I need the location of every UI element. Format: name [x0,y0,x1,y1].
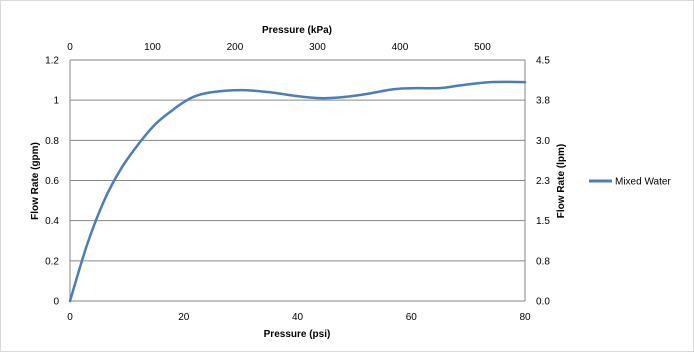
y-left-tick-label: 0.6 [45,176,59,187]
gridlines [70,59,525,262]
x-top-tick-label: 100 [144,42,161,53]
y-left-tick-label: 0.2 [45,256,59,267]
x-top-tick-label: 300 [309,42,326,53]
y-right-tick-label: 3.0 [536,136,550,147]
y-axis-title-left: Flow Rate (gpm) [30,142,41,220]
y-right-tick-label: 2.3 [536,176,550,187]
x-top-tick-label: 200 [227,42,244,53]
y-right-tick-label: 1.5 [536,216,550,227]
y-left-tick-label: 1 [53,96,59,107]
x-bottom-tick-label: 60 [406,312,418,323]
x-top-tick-label: 500 [474,42,491,53]
x-bottom-tick-label: 80 [519,312,531,323]
x-bottom-tick-label: 0 [67,312,73,323]
x-bottom-tick-label: 40 [292,312,304,323]
x-top-tick-label: 400 [392,42,409,53]
legend-label-mixed-water: Mixed Water [615,177,671,188]
x-axis-title-top: Pressure (kPa) [262,25,332,36]
x-bottom-tick-label: 20 [178,312,190,323]
tick-labels: 0 0.0 0.2 0.8 0.4 1.5 0.6 2.3 0.8 3.0 1 3.8 1.2 4.5 0 2… [45,42,550,323]
series-line-mixed-water [68,80,527,303]
series-layer [68,80,527,303]
y-right-tick-label: 3.8 [536,96,550,107]
x-top-tick-label: 0 [67,42,73,53]
y-axis-title-right: Flow Rate (lpm) [556,144,567,218]
y-left-tick-label: 0 [53,297,59,308]
y-right-tick-label: 0.0 [536,297,550,308]
y-right-tick-label: 0.8 [536,256,550,267]
y-left-tick-label: 1.2 [45,56,59,67]
y-left-tick-label: 0.8 [45,136,59,147]
axes [69,60,526,302]
legend: Mixed Water [589,177,671,188]
x-axis-title-bottom: Pressure (psi) [264,329,331,340]
y-left-tick-label: 0.4 [45,216,59,227]
y-right-tick-label: 4.5 [536,56,550,67]
